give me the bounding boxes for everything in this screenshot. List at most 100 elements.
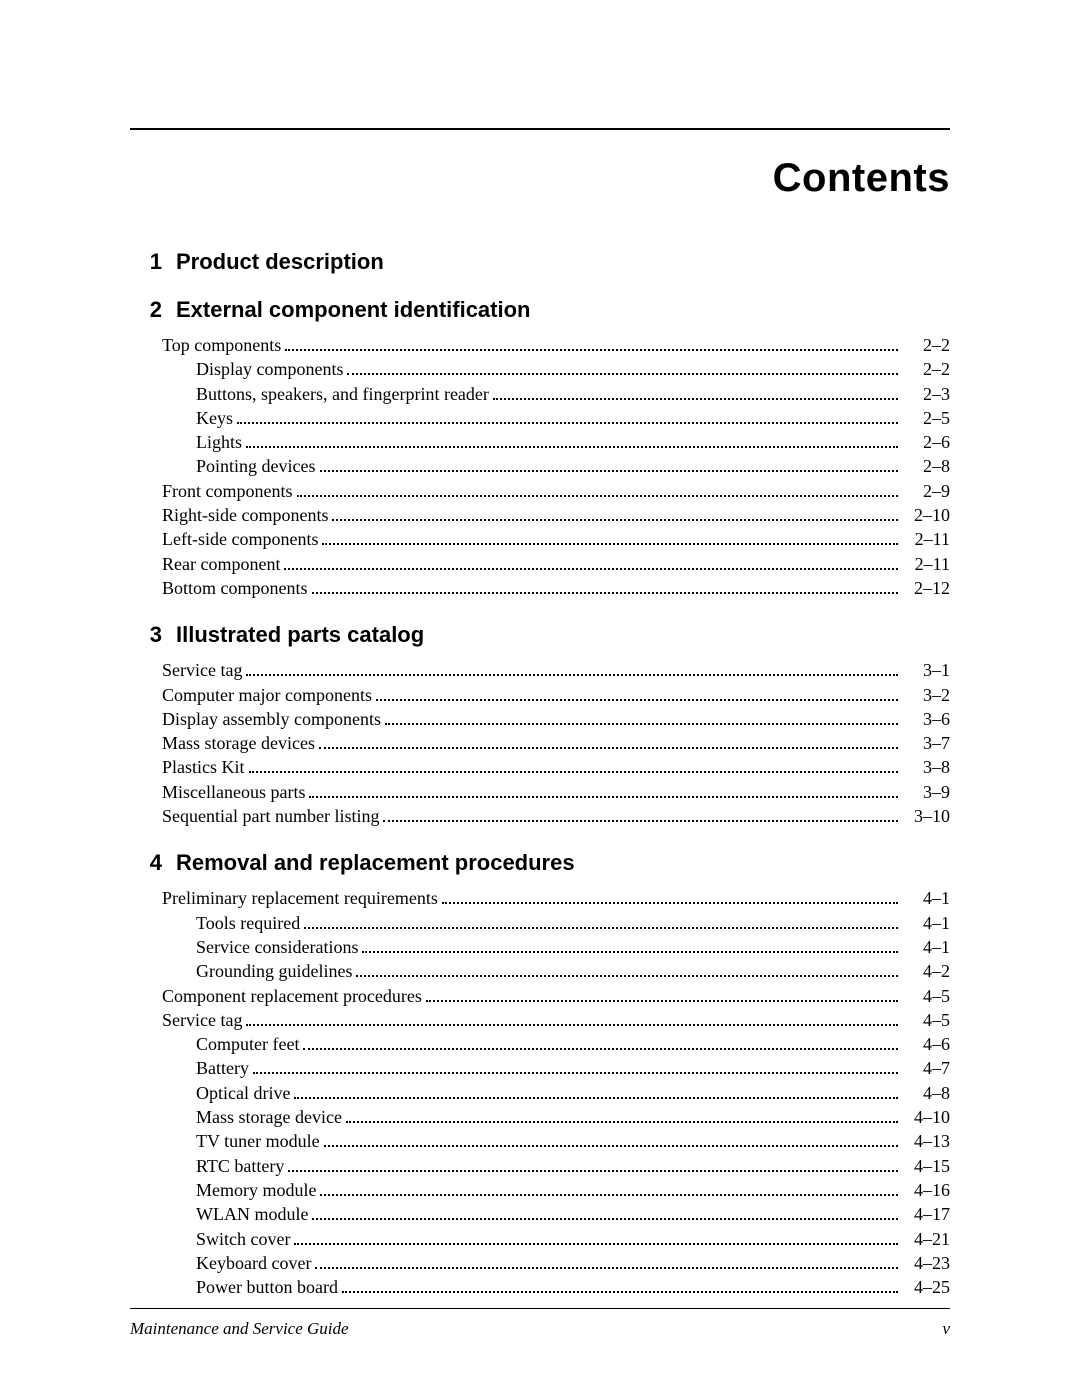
toc-entry-page: 4–1 bbox=[902, 911, 950, 935]
toc-entry-text: Pointing devices bbox=[196, 454, 316, 478]
toc-leader-dots bbox=[297, 482, 899, 496]
toc-entry-page: 3–7 bbox=[902, 731, 950, 755]
top-rule bbox=[130, 128, 950, 130]
toc-leader-dots bbox=[385, 710, 898, 724]
toc-entry-page: 2–9 bbox=[902, 479, 950, 503]
toc-leader-dots bbox=[246, 1011, 898, 1025]
toc-leader-dots bbox=[322, 531, 898, 545]
toc-entry-page: 4–1 bbox=[902, 935, 950, 959]
toc-leader-dots bbox=[312, 580, 899, 594]
toc-entry-page: 4–25 bbox=[902, 1275, 950, 1299]
toc-leader-dots bbox=[356, 963, 898, 977]
toc-entry-page: 2–10 bbox=[902, 503, 950, 527]
toc-entry-text: Sequential part number listing bbox=[162, 804, 379, 828]
toc-entry-text: Preliminary replacement requirements bbox=[162, 886, 438, 910]
toc-entry-page: 4–13 bbox=[902, 1129, 950, 1153]
toc-entry: Computer feet4–6 bbox=[130, 1032, 950, 1056]
toc-leader-dots bbox=[383, 808, 898, 822]
chapter-number: 3 bbox=[130, 622, 162, 648]
toc-leader-dots bbox=[294, 1084, 898, 1098]
chapter-entries: Top components 2–2Display components2–2Bu… bbox=[130, 333, 950, 600]
chapter-title: External component identification bbox=[176, 297, 530, 323]
toc-entry: Display components2–2 bbox=[130, 357, 950, 381]
toc-entry: Buttons, speakers, and fingerprint reade… bbox=[130, 382, 950, 406]
toc-entry-page: 4–5 bbox=[902, 984, 950, 1008]
toc-entry: Power button board 4–25 bbox=[130, 1275, 950, 1299]
toc-entry: Computer major components 3–2 bbox=[130, 683, 950, 707]
toc-entry-page: 3–1 bbox=[902, 658, 950, 682]
toc-entry-text: Keys bbox=[196, 406, 233, 430]
toc-entry-text: WLAN module bbox=[196, 1202, 308, 1226]
toc-entry-text: Battery bbox=[196, 1056, 249, 1080]
toc-leader-dots bbox=[246, 662, 898, 676]
toc-entry: Mass storage devices3–7 bbox=[130, 731, 950, 755]
toc-entry-text: Left-side components bbox=[162, 527, 318, 551]
toc-entry-page: 4–1 bbox=[902, 886, 950, 910]
toc-leader-dots bbox=[285, 337, 898, 351]
toc-leader-dots bbox=[304, 914, 898, 928]
toc-entry-page: 4–15 bbox=[902, 1154, 950, 1178]
toc-leader-dots bbox=[320, 1182, 898, 1196]
toc-entry-text: Top components bbox=[162, 333, 281, 357]
toc-entry-text: Plastics Kit bbox=[162, 755, 245, 779]
toc-entry-page: 4–23 bbox=[902, 1251, 950, 1275]
page-footer: Maintenance and Service Guide v bbox=[130, 1308, 950, 1339]
toc-entry-page: 2–11 bbox=[902, 527, 950, 551]
toc-entry-page: 3–2 bbox=[902, 683, 950, 707]
toc-entry-text: Computer major components bbox=[162, 683, 372, 707]
chapter-heading: 4Removal and replacement procedures bbox=[130, 850, 950, 876]
chapter-entries: Preliminary replacement requirements4–1T… bbox=[130, 886, 950, 1299]
toc-leader-dots bbox=[253, 1060, 898, 1074]
toc-entry-page: 4–16 bbox=[902, 1178, 950, 1202]
toc-entry: Front components2–9 bbox=[130, 479, 950, 503]
footer-rule bbox=[130, 1308, 950, 1309]
toc-entry: Left-side components 2–11 bbox=[130, 527, 950, 551]
chapter-number: 2 bbox=[130, 297, 162, 323]
toc-entry-text: Display assembly components bbox=[162, 707, 381, 731]
toc-entry-text: Switch cover bbox=[196, 1227, 290, 1251]
table-of-contents: 1Product description 2 External component … bbox=[130, 249, 950, 1299]
toc-entry-page: 2–2 bbox=[902, 333, 950, 357]
toc-entry-text: Power button board bbox=[196, 1275, 338, 1299]
toc-entry-text: Lights bbox=[196, 430, 242, 454]
toc-entry-text: Service considerations bbox=[196, 935, 358, 959]
toc-entry-text: Rear component bbox=[162, 552, 280, 576]
toc-leader-dots bbox=[426, 987, 898, 1001]
toc-entry: Preliminary replacement requirements 4–1 bbox=[130, 886, 950, 910]
toc-entry-text: TV tuner module bbox=[196, 1129, 320, 1153]
toc-entry-page: 2–3 bbox=[902, 382, 950, 406]
toc-entry-text: RTC battery bbox=[196, 1154, 284, 1178]
toc-leader-dots bbox=[284, 555, 898, 569]
toc-entry-text: Mass storage device bbox=[196, 1105, 342, 1129]
toc-entry-text: Right-side components bbox=[162, 503, 328, 527]
toc-leader-dots bbox=[309, 783, 898, 797]
toc-leader-dots bbox=[332, 507, 898, 521]
toc-entry: Service tag4–5 bbox=[130, 1008, 950, 1032]
toc-entry-text: Service tag bbox=[162, 658, 242, 682]
toc-entry: Right-side components 2–10 bbox=[130, 503, 950, 527]
chapter-heading: 3Illustrated parts catalog bbox=[130, 622, 950, 648]
toc-entry-text: Grounding guidelines bbox=[196, 959, 352, 983]
toc-entry-page: 4–5 bbox=[902, 1008, 950, 1032]
toc-entry: Miscellaneous parts3–9 bbox=[130, 780, 950, 804]
toc-leader-dots bbox=[442, 890, 898, 904]
page-content: Contents 1Product description2External c… bbox=[130, 128, 950, 1337]
toc-leader-dots bbox=[303, 1036, 898, 1050]
toc-entry: Tools required4–1 bbox=[130, 911, 950, 935]
footer-left: Maintenance and Service Guide bbox=[130, 1319, 349, 1339]
toc-leader-dots bbox=[315, 1254, 898, 1268]
chapter-heading: 1Product description bbox=[130, 249, 950, 275]
toc-leader-dots bbox=[237, 410, 898, 424]
toc-leader-dots bbox=[320, 458, 899, 472]
toc-leader-dots bbox=[324, 1133, 898, 1147]
chapter-number: 4 bbox=[130, 850, 162, 876]
toc-entry-page: 4–10 bbox=[902, 1105, 950, 1129]
toc-entry: Service considerations 4–1 bbox=[130, 935, 950, 959]
toc-leader-dots bbox=[288, 1157, 898, 1171]
toc-entry: Bottom components2–12 bbox=[130, 576, 950, 600]
toc-entry: Mass storage device 4–10 bbox=[130, 1105, 950, 1129]
toc-leader-dots bbox=[346, 1109, 898, 1123]
toc-entry: Keys2–5 bbox=[130, 406, 950, 430]
toc-entry-text: Keyboard cover bbox=[196, 1251, 311, 1275]
toc-entry: TV tuner module 4–13 bbox=[130, 1129, 950, 1153]
